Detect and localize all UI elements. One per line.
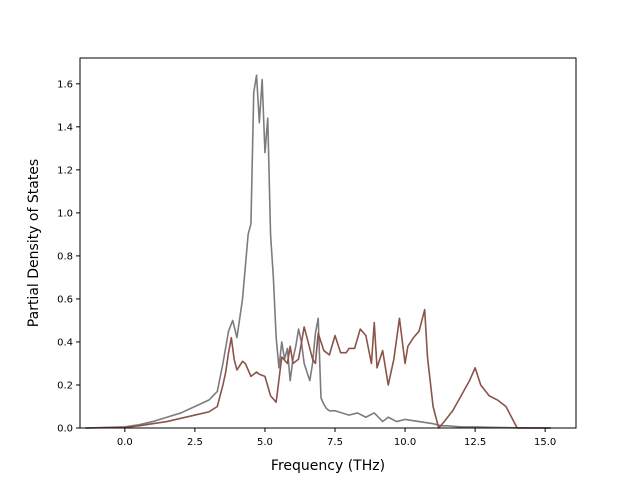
series-line-1 [85,74,551,429]
x-tick-label: 12.5 [464,437,486,448]
y-tick-label: 1.6 [57,79,73,90]
plot-frame [79,57,577,429]
x-tick-label: 5.0 [257,437,273,448]
x-tick-label: 0.0 [117,437,133,448]
y-tick-label: 1.2 [57,165,73,176]
x-axis-label: Frequency (THz) [271,458,385,474]
series-layer [85,74,551,429]
y-axis: 0.0 0.2 0.4 0.6 0.8 1.0 1.2 1.4 1.6 [57,79,80,435]
y-tick-label: 0.0 [57,424,73,435]
y-tick-label: 1.0 [57,208,73,219]
y-tick-label: 1.4 [57,122,73,133]
y-axis-label: Partial Density of States [26,159,42,327]
x-tick-label: 10.0 [394,437,416,448]
x-tick-label: 7.5 [327,437,343,448]
x-axis: 0.0 2.5 5.0 7.5 10.0 12.5 15.0 [117,428,556,448]
series-line-2 [85,308,551,429]
y-tick-label: 0.8 [57,251,73,262]
y-tick-label: 0.4 [57,337,73,348]
y-tick-label: 0.6 [57,294,73,305]
y-tick-label: 0.2 [57,380,73,391]
x-tick-label: 15.0 [534,437,556,448]
x-tick-label: 2.5 [187,437,203,448]
